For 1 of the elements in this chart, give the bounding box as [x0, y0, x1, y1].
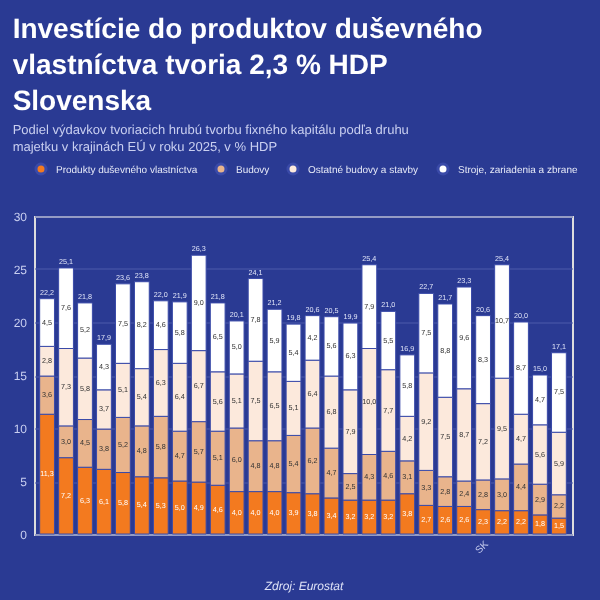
chart-title: Investície do produktov duševného vlastníctva tvoria 2,3 % HDP Slovenska — [12, 12, 483, 116]
